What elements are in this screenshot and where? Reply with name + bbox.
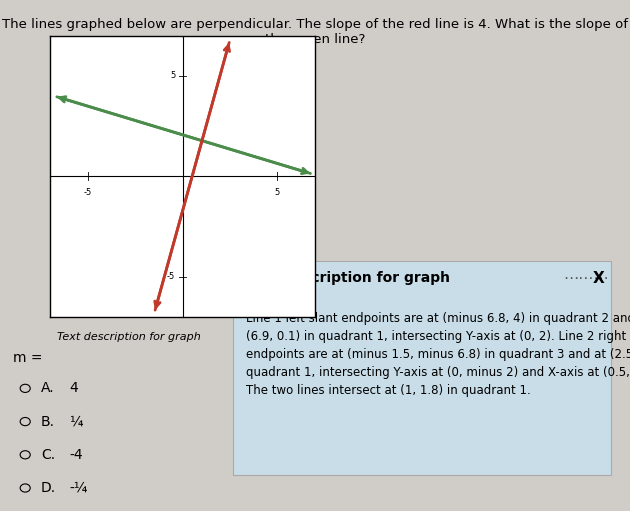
- Text: Line 1 left slant endpoints are at (minus 6.8, 4) in quadrant 2 and at
(6.9, 0.1: Line 1 left slant endpoints are at (minu…: [246, 312, 630, 397]
- Text: B.: B.: [41, 414, 55, 429]
- Text: m =: m =: [13, 351, 42, 365]
- Text: Text description for graph: Text description for graph: [57, 332, 200, 342]
- Text: D.: D.: [41, 481, 56, 495]
- Text: ¼: ¼: [69, 414, 83, 429]
- Text: 5: 5: [275, 189, 280, 197]
- Text: A.: A.: [41, 381, 55, 396]
- Text: X: X: [593, 271, 605, 286]
- Text: The lines graphed below are perpendicular. The slope of the red line is 4. What : The lines graphed below are perpendicula…: [2, 18, 628, 46]
- Text: -5: -5: [167, 272, 175, 281]
- Text: -4: -4: [69, 448, 83, 462]
- FancyBboxPatch shape: [233, 261, 611, 475]
- Text: -5: -5: [84, 189, 93, 197]
- Text: -¼: -¼: [69, 481, 88, 495]
- Text: 4: 4: [69, 381, 78, 396]
- Text: ⋯⋯⋯: ⋯⋯⋯: [563, 271, 609, 286]
- Text: C.: C.: [41, 448, 55, 462]
- Text: Text description for graph: Text description for graph: [246, 271, 450, 285]
- Text: 5: 5: [170, 72, 175, 80]
